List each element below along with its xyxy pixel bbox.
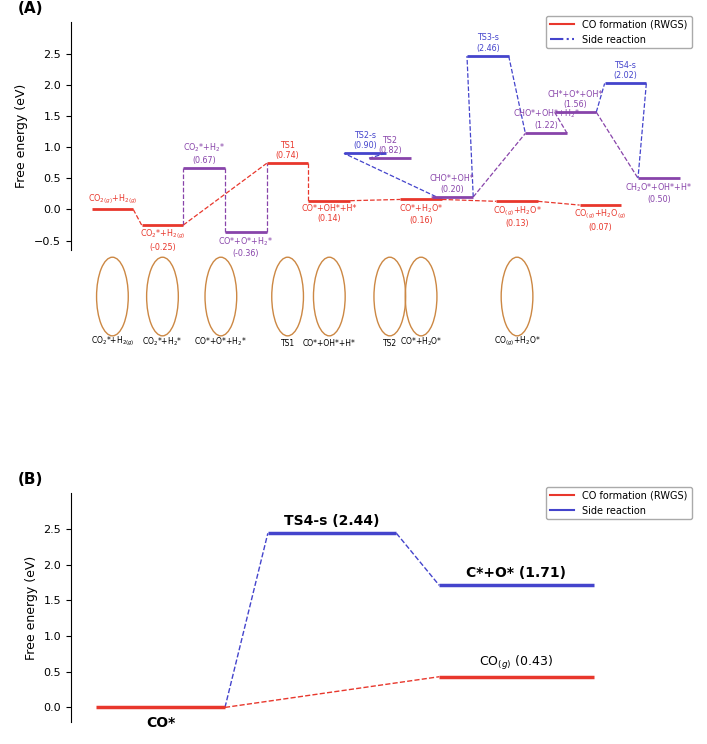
Text: CO$_{(g)}$+H$_2$O*: CO$_{(g)}$+H$_2$O* bbox=[493, 335, 540, 348]
Text: TS4-s
(2.02): TS4-s (2.02) bbox=[614, 61, 638, 80]
Y-axis label: Free energy (eV): Free energy (eV) bbox=[25, 555, 37, 660]
Text: CO$_{(g)}$ (0.43): CO$_{(g)}$ (0.43) bbox=[479, 654, 554, 672]
Text: CHO*+OH*+H$_2$*
(1.22): CHO*+OH*+H$_2$* (1.22) bbox=[513, 107, 580, 130]
Text: CO$_2$*+H$_2$*: CO$_2$*+H$_2$* bbox=[142, 336, 182, 348]
Text: TS2
(0.82): TS2 (0.82) bbox=[378, 135, 402, 155]
Text: CO*+H$_2$O*: CO*+H$_2$O* bbox=[399, 336, 443, 348]
Legend: CO formation (RWGS), Side reaction: CO formation (RWGS), Side reaction bbox=[547, 16, 691, 48]
Text: CO*: CO* bbox=[146, 716, 175, 730]
Legend: CO formation (RWGS), Side reaction: CO formation (RWGS), Side reaction bbox=[547, 487, 691, 519]
Text: (A): (A) bbox=[18, 1, 43, 16]
Text: TS1
(0.74): TS1 (0.74) bbox=[276, 141, 300, 160]
Text: CH*+O*+OH*
(1.56): CH*+O*+OH* (1.56) bbox=[548, 89, 603, 109]
Y-axis label: Free energy (eV): Free energy (eV) bbox=[16, 84, 28, 188]
Text: TS3-s
(2.46): TS3-s (2.46) bbox=[476, 33, 500, 53]
Text: CO$_2$*+H$_{2(g)}$: CO$_2$*+H$_{2(g)}$ bbox=[90, 335, 134, 348]
Text: TS2-s
(0.90): TS2-s (0.90) bbox=[353, 131, 377, 150]
Text: CHO*+OH*
(0.20): CHO*+OH* (0.20) bbox=[430, 174, 474, 194]
Text: CH$_2$O*+OH*+H*
(0.50): CH$_2$O*+OH*+H* (0.50) bbox=[625, 182, 693, 205]
Text: TS2: TS2 bbox=[382, 339, 397, 348]
Text: CO*+O*+H$_2$*
(-0.36): CO*+O*+H$_2$* (-0.36) bbox=[218, 235, 274, 258]
Text: TS1: TS1 bbox=[281, 339, 295, 348]
Text: TS4-s (2.44): TS4-s (2.44) bbox=[284, 513, 380, 527]
Text: CO$_{(g)}$+H$_2$O$_{(g)}$
(0.07): CO$_{(g)}$+H$_2$O$_{(g)}$ (0.07) bbox=[574, 208, 626, 231]
Text: CO$_{2(g)}$+H$_{2(g)}$: CO$_{2(g)}$+H$_{2(g)}$ bbox=[88, 193, 137, 206]
Text: CO*+OH*+H*: CO*+OH*+H* bbox=[303, 339, 356, 348]
Text: C*+O* (1.71): C*+O* (1.71) bbox=[467, 565, 566, 580]
Text: CO$_{(g)}$+H$_2$O*
(0.13): CO$_{(g)}$+H$_2$O* (0.13) bbox=[493, 205, 542, 228]
Text: CO*+OH*+H*
(0.14): CO*+OH*+H* (0.14) bbox=[302, 204, 357, 223]
Text: (B): (B) bbox=[18, 472, 43, 487]
Text: CO*+H$_2$O*
(0.16): CO*+H$_2$O* (0.16) bbox=[399, 202, 443, 225]
Text: CO*+O*+H$_2$*: CO*+O*+H$_2$* bbox=[194, 336, 247, 348]
Text: CO$_2$*+H$_2$*
(0.67): CO$_2$*+H$_2$* (0.67) bbox=[183, 141, 226, 164]
Text: CO$_2$*+H$_{2(g)}$
(-0.25): CO$_2$*+H$_{2(g)}$ (-0.25) bbox=[140, 228, 185, 251]
